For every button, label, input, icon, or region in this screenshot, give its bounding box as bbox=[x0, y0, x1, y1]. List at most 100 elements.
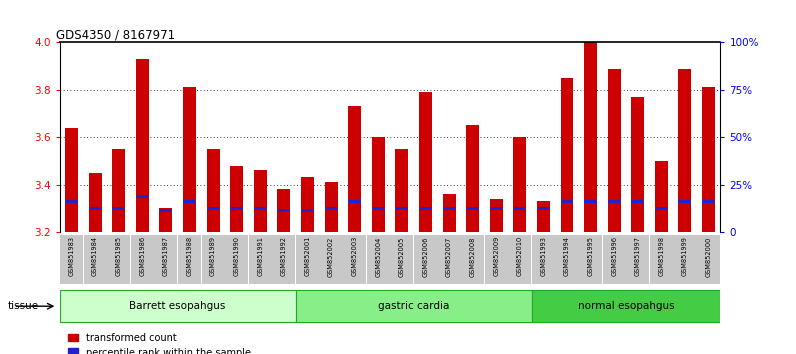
Bar bbox=[396, 149, 408, 232]
Bar bbox=[655, 161, 668, 232]
Bar bbox=[159, 208, 173, 232]
FancyBboxPatch shape bbox=[603, 235, 626, 285]
Bar bbox=[584, 200, 597, 202]
FancyBboxPatch shape bbox=[296, 235, 319, 285]
FancyBboxPatch shape bbox=[225, 235, 248, 285]
Bar bbox=[631, 97, 644, 232]
FancyBboxPatch shape bbox=[367, 235, 390, 285]
Bar bbox=[443, 194, 455, 232]
Bar bbox=[466, 125, 479, 232]
Bar bbox=[254, 170, 267, 232]
Bar bbox=[207, 149, 220, 232]
Text: GSM852010: GSM852010 bbox=[517, 236, 523, 276]
FancyBboxPatch shape bbox=[178, 235, 201, 285]
Bar bbox=[112, 149, 125, 232]
Text: GSM851989: GSM851989 bbox=[210, 236, 216, 276]
FancyBboxPatch shape bbox=[60, 235, 83, 285]
Text: GSM852000: GSM852000 bbox=[705, 236, 712, 276]
Bar bbox=[348, 107, 361, 232]
Bar bbox=[419, 92, 432, 232]
Text: GSM851999: GSM851999 bbox=[682, 236, 688, 276]
Legend: transformed count, percentile rank within the sample: transformed count, percentile rank withi… bbox=[64, 329, 255, 354]
Bar bbox=[560, 78, 573, 232]
FancyBboxPatch shape bbox=[390, 235, 413, 285]
Bar bbox=[702, 200, 715, 202]
Bar bbox=[490, 199, 503, 232]
Text: GSM851983: GSM851983 bbox=[68, 236, 75, 276]
Bar bbox=[537, 201, 550, 232]
Text: GSM851991: GSM851991 bbox=[257, 236, 263, 276]
Text: GSM851992: GSM851992 bbox=[281, 236, 287, 276]
Bar bbox=[702, 87, 715, 232]
FancyBboxPatch shape bbox=[532, 235, 555, 285]
Bar bbox=[277, 189, 291, 232]
Text: GSM851994: GSM851994 bbox=[564, 236, 570, 276]
FancyBboxPatch shape bbox=[509, 235, 532, 285]
Bar bbox=[88, 173, 102, 232]
Bar bbox=[513, 207, 526, 210]
Bar bbox=[607, 69, 621, 232]
Text: GSM851984: GSM851984 bbox=[92, 236, 98, 276]
FancyBboxPatch shape bbox=[60, 290, 295, 322]
Text: GSM851998: GSM851998 bbox=[658, 236, 665, 276]
Text: GSM851988: GSM851988 bbox=[186, 236, 193, 276]
Bar bbox=[183, 87, 196, 232]
Text: GSM851987: GSM851987 bbox=[163, 236, 169, 276]
Bar bbox=[396, 207, 408, 210]
Bar bbox=[513, 137, 526, 232]
Bar bbox=[65, 128, 78, 232]
Bar bbox=[631, 200, 644, 202]
Bar bbox=[655, 207, 668, 210]
Text: Barrett esopahgus: Barrett esopahgus bbox=[130, 301, 226, 310]
Bar bbox=[136, 195, 149, 198]
FancyBboxPatch shape bbox=[650, 235, 673, 285]
Text: GSM851990: GSM851990 bbox=[234, 236, 240, 276]
Text: GSM851985: GSM851985 bbox=[115, 236, 122, 276]
Text: GSM852001: GSM852001 bbox=[304, 236, 310, 276]
Bar bbox=[65, 200, 78, 202]
Bar bbox=[159, 209, 173, 212]
Bar bbox=[560, 200, 573, 202]
Bar bbox=[537, 207, 550, 210]
FancyBboxPatch shape bbox=[131, 235, 154, 285]
FancyBboxPatch shape bbox=[84, 235, 107, 285]
FancyBboxPatch shape bbox=[579, 235, 602, 285]
Bar bbox=[301, 177, 314, 232]
Bar bbox=[348, 200, 361, 202]
Bar bbox=[325, 182, 338, 232]
Bar bbox=[419, 207, 432, 210]
Text: GSM852003: GSM852003 bbox=[352, 236, 357, 276]
Bar bbox=[678, 200, 692, 202]
Text: GSM851997: GSM851997 bbox=[634, 236, 641, 276]
Text: GDS4350 / 8167971: GDS4350 / 8167971 bbox=[57, 28, 176, 41]
Text: GSM852005: GSM852005 bbox=[399, 236, 405, 276]
Bar bbox=[678, 69, 692, 232]
FancyBboxPatch shape bbox=[414, 235, 437, 285]
Bar bbox=[466, 207, 479, 210]
FancyBboxPatch shape bbox=[154, 235, 178, 285]
Text: GSM852006: GSM852006 bbox=[423, 236, 428, 276]
FancyBboxPatch shape bbox=[438, 235, 461, 285]
Bar bbox=[301, 209, 314, 212]
FancyBboxPatch shape bbox=[556, 235, 579, 285]
Bar bbox=[112, 207, 125, 210]
Text: GSM852007: GSM852007 bbox=[446, 236, 452, 276]
Bar bbox=[325, 207, 338, 210]
FancyBboxPatch shape bbox=[461, 235, 484, 285]
Text: GSM851995: GSM851995 bbox=[587, 236, 594, 276]
Text: normal esopahgus: normal esopahgus bbox=[578, 301, 674, 310]
FancyBboxPatch shape bbox=[532, 290, 720, 322]
Bar bbox=[230, 166, 243, 232]
Text: GSM851993: GSM851993 bbox=[540, 236, 546, 276]
FancyBboxPatch shape bbox=[697, 235, 720, 285]
Text: GSM852009: GSM852009 bbox=[494, 236, 499, 276]
Bar bbox=[607, 200, 621, 202]
Bar bbox=[136, 59, 149, 232]
Text: gastric cardia: gastric cardia bbox=[378, 301, 449, 310]
Text: GSM852002: GSM852002 bbox=[328, 236, 334, 276]
Bar bbox=[183, 200, 196, 202]
FancyBboxPatch shape bbox=[343, 235, 366, 285]
Bar bbox=[584, 42, 597, 232]
Bar bbox=[230, 207, 243, 210]
FancyBboxPatch shape bbox=[319, 235, 342, 285]
